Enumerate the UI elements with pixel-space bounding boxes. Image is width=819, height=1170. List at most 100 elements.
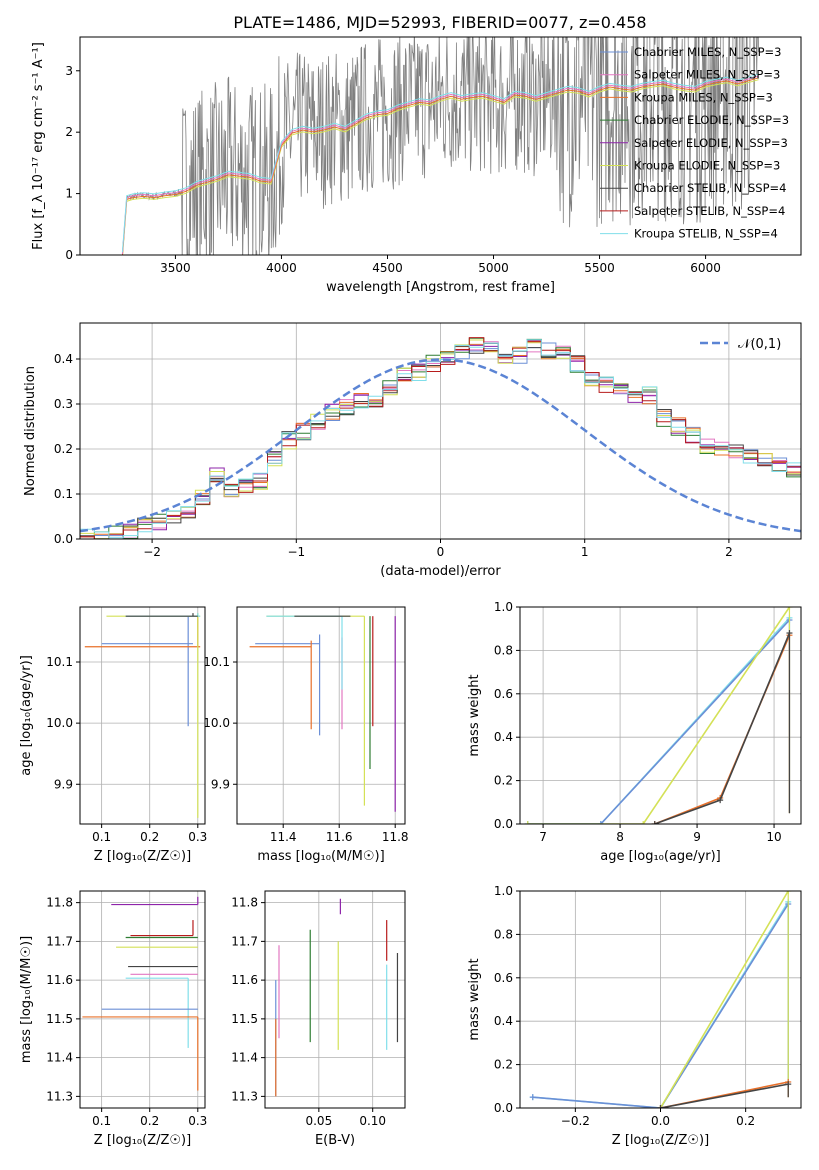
y-tick-label: 11.5 — [46, 1012, 73, 1026]
age_vs_mass-plot-area — [249, 615, 396, 812]
y-tick-label: 10.0 — [203, 716, 230, 730]
x-tick-label: −2 — [143, 545, 161, 559]
legend-label: Chabrier MILES, N_SSP=3 — [634, 45, 781, 59]
x-tick-label: 5000 — [478, 261, 509, 275]
age_vs_mass-panel: 11.4 11.6 11.8 9.9 10.0 10.1 mass [log₁₀(M/M☉)… — [203, 606, 409, 864]
mass_weight_vs_age-plot-area — [524, 607, 793, 824]
mass_vs_EBV-panel: 0.05 0.10 11.3 11.4 11.5 11.6 11.7 11.8 E(B-V) — [231, 890, 406, 1148]
y-tick-label: 0.4 — [494, 730, 513, 744]
x-tick-label: 2 — [725, 545, 733, 559]
x-tick-label: 0 — [437, 545, 445, 559]
mass-weight-line — [527, 617, 791, 824]
x-tick-label: 9 — [693, 830, 701, 844]
x-tick-label: 10 — [766, 830, 781, 844]
y-tick-label: 3 — [65, 64, 73, 78]
x-tick-label: 0.0 — [651, 1114, 670, 1128]
x-tick-label: 3500 — [160, 261, 191, 275]
y-tick-label: 9.9 — [54, 777, 73, 791]
mass-weight-line — [527, 607, 791, 824]
axes-frame — [264, 890, 406, 1109]
x-tick-label: −1 — [287, 545, 305, 559]
mass_weight_vs_age-panel: 7 8 9 10 0.0 0.2 0.4 0.6 0.8 1.0 age [log₁₀(age/yr… — [467, 600, 802, 864]
y-tick-label: 11.7 — [46, 934, 73, 948]
x-axis-label: Z [log₁₀(Z/Z☉)] — [612, 1133, 709, 1148]
mass_vs_EBV-plot-area — [275, 898, 399, 1097]
legend-label: 𝒩(0,1) — [738, 337, 781, 352]
model-spectrum-line — [121, 77, 759, 255]
histogram-step-line — [80, 339, 801, 539]
y-tick-label: 2 — [65, 125, 73, 139]
y-tick-label: 0.2 — [54, 442, 73, 456]
model-spectrum-line — [121, 75, 759, 255]
y-tick-label: 0 — [65, 248, 73, 262]
mass-weight-line — [654, 632, 791, 824]
spectrum-panel: 3500 4000 4500 5000 5500 6000 0 1 2 3 wavelength [… — [31, 36, 802, 295]
axes-frame — [79, 606, 206, 825]
y-tick-label: 0.0 — [54, 532, 73, 546]
x-tick-label: 4000 — [266, 261, 297, 275]
model-spectrum-line — [121, 73, 759, 253]
age_vs_Z-plot-area — [84, 613, 201, 818]
residual_histogram-plot-area — [80, 337, 801, 539]
age_vs_Z-panel: 0.1 0.2 0.3 9.9 10.0 10.1 Z [log₁₀(Z/Z☉)] age [… — [19, 606, 207, 864]
y-tick-label: 0.8 — [494, 643, 513, 657]
y-tick-label: 10.1 — [203, 655, 230, 669]
y-tick-label: 11.6 — [231, 973, 258, 987]
y-axis-label: mass weight — [467, 958, 482, 1040]
mass-weight-line — [532, 903, 789, 1108]
y-tick-label: 11.4 — [231, 1051, 258, 1065]
x-tick-label: 7 — [539, 830, 547, 844]
y-tick-label: 11.6 — [46, 973, 73, 987]
legend-label: Salpeter MILES, N_SSP=3 — [634, 68, 780, 82]
x-tick-label: 0.10 — [359, 1114, 386, 1128]
x-tick-label: 11.8 — [382, 830, 409, 844]
y-tick-label: 0.6 — [494, 971, 513, 985]
y-tick-label: 10.1 — [46, 655, 73, 669]
x-axis-label: Z [log₁₀(Z/Z☉)] — [94, 849, 191, 864]
residual_histogram-panel: −2 −1 0 1 2 0.0 0.1 0.2 0.3 0.4 (data-model)/error… — [23, 322, 802, 579]
x-axis-label: mass [log₁₀(M/M☉)] — [257, 849, 384, 864]
histogram-step-line — [80, 342, 801, 539]
axes-frame — [79, 890, 206, 1109]
x-tick-label: 1 — [581, 545, 589, 559]
y-tick-label: 11.3 — [231, 1089, 258, 1103]
figure-title: PLATE=1486, MJD=52993, FIBERID=0077, z=0… — [233, 13, 646, 32]
x-tick-label: 0.1 — [92, 830, 111, 844]
y-tick-label: 0.3 — [54, 397, 73, 411]
histogram-step-line — [80, 339, 801, 539]
legend-label: Kroupa STELIB, N_SSP=4 — [634, 227, 778, 241]
legend-label: Salpeter ELODIE, N_SSP=3 — [634, 136, 788, 150]
x-tick-label: 6000 — [690, 261, 721, 275]
y-tick-label: 9.9 — [211, 777, 230, 791]
model-spectrum-line — [122, 79, 759, 255]
y-tick-label: 0.8 — [494, 927, 513, 941]
histogram-step-line — [80, 340, 801, 539]
x-tick-label: 0.2 — [140, 830, 159, 844]
histogram-step-line — [80, 342, 801, 539]
mass-weight-line — [659, 891, 789, 1108]
mass_vs_Z-plot-area — [82, 896, 199, 1091]
legend-label: Salpeter STELIB, N_SSP=4 — [634, 204, 785, 218]
x-axis-label: age [log₁₀(age/yr)] — [600, 849, 721, 864]
y-tick-label: 11.3 — [46, 1089, 73, 1103]
y-tick-label: 11.4 — [46, 1051, 73, 1065]
y-tick-label: 1.0 — [494, 600, 513, 614]
x-tick-label: 11.6 — [326, 830, 353, 844]
y-axis-label: mass weight — [467, 674, 482, 756]
x-axis-label: E(B-V) — [315, 1133, 355, 1148]
x-tick-label: 0.2 — [140, 1114, 159, 1128]
y-tick-label: 0.0 — [494, 817, 513, 831]
y-tick-label: 11.7 — [231, 934, 258, 948]
y-tick-label: 11.8 — [46, 896, 73, 910]
histogram-step-line — [80, 337, 801, 539]
mass-weight-line — [660, 1083, 789, 1108]
axes-frame — [519, 606, 802, 825]
legend-label: Kroupa MILES, N_SSP=3 — [634, 90, 773, 104]
x-tick-label: 0.1 — [92, 1114, 111, 1128]
y-tick-label: 1.0 — [494, 884, 513, 898]
legend-label: Chabrier STELIB, N_SSP=4 — [634, 181, 786, 195]
x-tick-label: 11.4 — [270, 830, 297, 844]
mass_vs_Z-panel: 0.1 0.2 0.3 11.3 11.4 11.5 11.6 11.7 11.8 Z [log₁… — [19, 890, 207, 1148]
y-tick-label: 11.5 — [231, 1012, 258, 1026]
